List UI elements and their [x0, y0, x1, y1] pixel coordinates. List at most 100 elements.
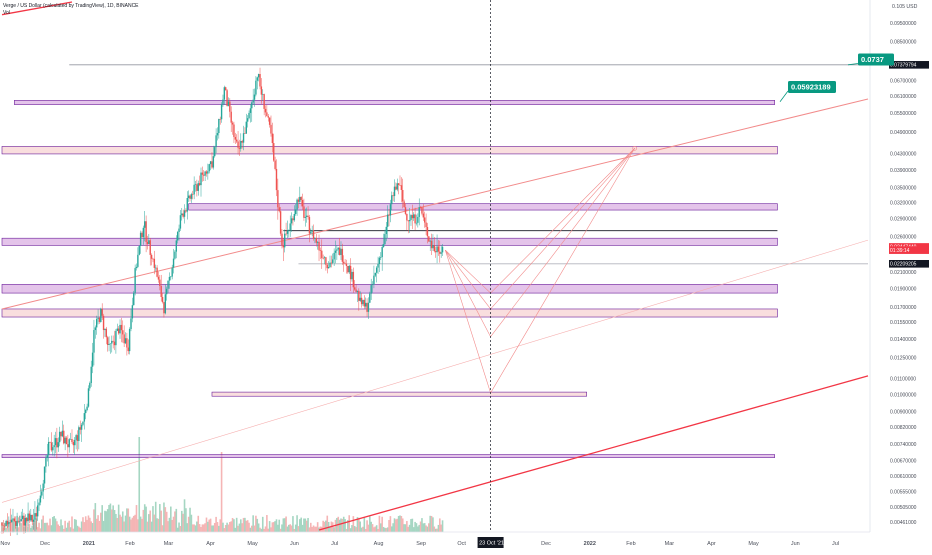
volume-bar — [31, 525, 33, 532]
volume-bar — [69, 527, 72, 532]
y-tick-label: 0.01700000 — [890, 305, 917, 311]
candle-body — [126, 338, 128, 348]
volume-bar — [404, 524, 407, 532]
volume-bar — [205, 517, 208, 532]
candle-body — [370, 285, 372, 294]
price-badge — [889, 259, 929, 268]
candle-body — [50, 442, 53, 451]
support-resistance-zone — [1, 308, 778, 318]
volume-bar — [329, 526, 331, 532]
x-tick-label: Sep — [416, 541, 426, 547]
candle-body — [329, 262, 331, 267]
volume-bar — [362, 526, 364, 532]
volume-bar — [341, 518, 344, 532]
volume-bar — [301, 524, 304, 532]
candle-body — [152, 258, 154, 260]
candle-body — [16, 520, 18, 526]
volume-bar — [246, 520, 249, 532]
volume-bar — [211, 525, 213, 532]
volume-bar — [248, 522, 250, 532]
candle-body — [418, 207, 420, 217]
candle-body — [414, 214, 416, 224]
volume-bar — [261, 516, 264, 532]
volume-bar — [385, 528, 388, 532]
candle-body — [183, 210, 186, 217]
candle-body — [108, 343, 110, 345]
candle-body — [355, 289, 357, 292]
volume-bar — [222, 522, 224, 532]
candle-body — [117, 328, 120, 334]
volume-bar — [168, 517, 171, 532]
volume-bar — [358, 517, 360, 532]
candle-body — [45, 457, 47, 467]
volume-bar — [281, 524, 283, 532]
candle-body — [113, 341, 116, 346]
volume-bar — [299, 519, 301, 532]
volume-bar — [400, 515, 403, 532]
candle-body — [41, 491, 43, 496]
candle-body — [441, 246, 444, 253]
volume-bar — [356, 517, 359, 532]
volume-bar — [8, 525, 10, 532]
volume-bar — [373, 527, 375, 532]
volume-bar — [234, 527, 237, 532]
volume-bar — [61, 525, 64, 532]
y-tick-label: 0.00610000 — [890, 474, 917, 480]
volume-bar — [433, 526, 436, 532]
candle-body — [400, 185, 403, 190]
candle-body — [231, 122, 234, 125]
volume-bar — [388, 520, 390, 532]
volume-bar — [80, 521, 83, 532]
candle-body — [168, 276, 171, 281]
candle-body — [119, 324, 121, 334]
x-tick-label: Aug — [374, 541, 384, 547]
volume-bar — [386, 527, 389, 532]
volume-bar — [112, 505, 114, 532]
volume-bar — [194, 525, 197, 532]
candle-body — [204, 171, 206, 176]
candle-body — [285, 233, 287, 235]
volume-bar — [204, 523, 206, 532]
candle-body — [226, 90, 228, 106]
candle-body — [8, 522, 10, 525]
volume-bar — [326, 515, 329, 532]
candle-body — [299, 196, 301, 202]
volume-bar — [79, 527, 82, 532]
volume-bar — [428, 523, 430, 532]
volume-bar — [53, 516, 55, 532]
support-resistance-zone — [1, 237, 778, 246]
volume-bar — [43, 522, 46, 532]
candle-body — [4, 525, 6, 527]
projection-line — [490, 148, 635, 394]
volume-bar — [190, 514, 193, 532]
crosshair-date-text: 23 Oct '21 — [479, 541, 504, 547]
candle-body — [46, 455, 48, 458]
volume-bar — [308, 527, 311, 532]
candle-body — [165, 288, 168, 295]
candle-body — [203, 174, 205, 176]
volume-bar — [102, 520, 105, 532]
candle-body — [348, 265, 350, 273]
trend-line — [1, 1, 73, 16]
candle-body — [263, 94, 265, 109]
volume-bar — [65, 527, 68, 532]
candle-body — [256, 77, 258, 81]
volume-bar — [311, 526, 313, 532]
volume-bar — [90, 521, 93, 532]
volume-bar — [235, 517, 238, 532]
candle-body — [349, 265, 352, 280]
candle-body — [156, 267, 158, 277]
volume-bar — [149, 510, 152, 532]
volume-bar — [183, 499, 186, 532]
candle-body — [133, 292, 135, 306]
candle-body — [366, 302, 368, 312]
trend-line — [318, 375, 869, 531]
candle-body — [294, 209, 297, 215]
volume-bar — [283, 518, 286, 532]
volume-bar — [30, 527, 32, 532]
candle-body — [244, 133, 246, 134]
volume-bar — [226, 522, 228, 532]
candle-body — [369, 293, 371, 303]
